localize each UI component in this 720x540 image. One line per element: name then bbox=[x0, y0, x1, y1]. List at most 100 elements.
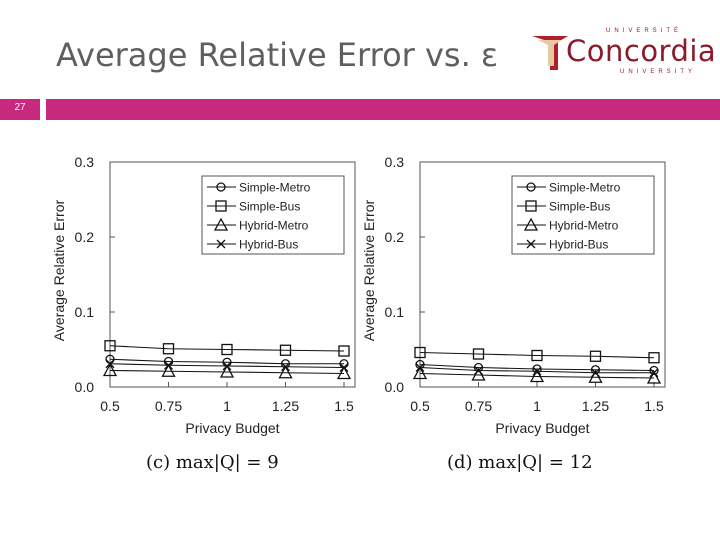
legend-marker bbox=[525, 200, 537, 212]
data-point bbox=[336, 366, 352, 380]
y-tick-label: 0.2 bbox=[385, 229, 405, 245]
data-point bbox=[591, 368, 600, 378]
data-point bbox=[219, 364, 235, 378]
x-tick-label: 1 bbox=[223, 398, 231, 414]
logo-bottom-text: UNIVERSITY bbox=[620, 69, 697, 75]
data-point bbox=[339, 363, 349, 372]
data-point bbox=[338, 345, 350, 357]
chart-c: 0.0 0.1 0.2 0.3 0.5 0.75 1 1.25 1.5 Privacy Budge… bbox=[51, 154, 356, 436]
data-point bbox=[588, 369, 603, 383]
legend-marker bbox=[216, 182, 226, 192]
x-tick-label: 1.5 bbox=[644, 398, 664, 414]
data-point bbox=[473, 362, 484, 373]
legend-label: Hybrid-Metro bbox=[239, 219, 309, 233]
data-point bbox=[281, 362, 290, 372]
data-point bbox=[589, 350, 602, 362]
y-tick-label: 0.3 bbox=[385, 154, 405, 170]
x-tick-label: 0.5 bbox=[410, 398, 430, 414]
data-point bbox=[648, 352, 660, 364]
plot-frame bbox=[109, 161, 356, 388]
data-point bbox=[412, 366, 428, 380]
data-point bbox=[104, 340, 116, 352]
x-tick-label: 1.25 bbox=[272, 398, 299, 414]
y-tick-label: 0.1 bbox=[385, 304, 405, 320]
slide-title: Average Relative Error vs. ε bbox=[56, 36, 499, 74]
series-simple-metro bbox=[415, 359, 659, 376]
slide-number-bar bbox=[0, 99, 40, 120]
data-point bbox=[474, 366, 483, 375]
data-point bbox=[105, 359, 115, 369]
legend-marker bbox=[216, 239, 226, 249]
data-point bbox=[278, 365, 293, 379]
data-point bbox=[279, 344, 292, 356]
slide-number: 27 bbox=[14, 102, 26, 113]
plot-frame bbox=[419, 161, 666, 388]
legend-marker bbox=[526, 182, 536, 192]
data-point bbox=[532, 364, 542, 374]
data-point bbox=[472, 348, 485, 360]
series-line bbox=[419, 351, 655, 359]
legend-marker bbox=[213, 217, 229, 231]
header-accent-bar bbox=[46, 99, 720, 120]
data-point bbox=[414, 346, 426, 359]
data-point bbox=[221, 343, 233, 356]
legend-box bbox=[511, 175, 655, 255]
series-hybrid-metro bbox=[412, 366, 662, 384]
y-tick-label: 0.0 bbox=[385, 379, 405, 395]
x-axis-label: Privacy Budget bbox=[495, 420, 589, 436]
series-simple-bus bbox=[104, 340, 350, 357]
y-tick-label: 0.2 bbox=[75, 229, 95, 245]
legend-label: Hybrid-Bus bbox=[549, 238, 608, 252]
legend-label: Simple-Metro bbox=[549, 181, 621, 195]
series-line bbox=[419, 372, 655, 379]
legend-label: Simple-Metro bbox=[239, 181, 311, 195]
series-hybrid-bus bbox=[415, 363, 659, 378]
legend-marker bbox=[526, 239, 536, 249]
data-point bbox=[102, 363, 118, 377]
logo-top-text: UNIVERSITÉ bbox=[605, 28, 682, 34]
x-tick-label: 1 bbox=[533, 398, 541, 414]
data-point bbox=[649, 368, 659, 378]
x-axis-label: Privacy Budget bbox=[185, 420, 279, 436]
legend-label: Hybrid-Bus bbox=[239, 238, 298, 252]
logo-name: Concordia bbox=[566, 34, 717, 68]
legend-marker bbox=[215, 200, 227, 212]
y-tick-label: 0.1 bbox=[75, 304, 95, 320]
series-simple-bus bbox=[414, 346, 660, 364]
legend-label: Simple-Bus bbox=[239, 200, 300, 214]
legend-box bbox=[201, 175, 345, 255]
series-line bbox=[419, 363, 655, 372]
data-point bbox=[222, 361, 232, 371]
data-point bbox=[529, 369, 545, 383]
data-point bbox=[532, 366, 542, 376]
series-hybrid-bus bbox=[105, 359, 349, 372]
y-tick-label: 0.0 bbox=[75, 379, 95, 395]
y-axis-label: Average Relative Error bbox=[51, 199, 67, 341]
data-point bbox=[164, 360, 173, 370]
data-point bbox=[162, 343, 175, 355]
data-point bbox=[646, 370, 662, 384]
series-line bbox=[109, 345, 345, 352]
legend-label: Hybrid-Metro bbox=[549, 219, 619, 233]
x-tick-label: 0.5 bbox=[100, 398, 120, 414]
data-point bbox=[531, 349, 543, 362]
data-point bbox=[415, 363, 425, 372]
chart-caption-c: (c) max|Q| = 9 bbox=[146, 452, 279, 473]
data-point bbox=[590, 365, 601, 375]
chart-d: 0.0 0.1 0.2 0.3 0.5 0.75 1 1.25 1.5 Privacy Budge… bbox=[361, 154, 666, 436]
chart-caption-d: (d) max|Q| = 12 bbox=[447, 452, 593, 473]
x-tick-label: 0.75 bbox=[155, 398, 182, 414]
x-tick-label: 1.5 bbox=[334, 398, 354, 414]
y-axis-label: Average Relative Error bbox=[361, 199, 377, 341]
legend-label: Simple-Bus bbox=[549, 200, 610, 214]
legend-marker bbox=[523, 217, 539, 231]
x-tick-label: 1.25 bbox=[582, 398, 609, 414]
data-point bbox=[649, 365, 659, 376]
series-hybrid-metro bbox=[102, 363, 352, 380]
x-tick-label: 0.75 bbox=[465, 398, 492, 414]
series-line bbox=[109, 369, 345, 375]
series-line bbox=[109, 358, 344, 365]
data-point bbox=[471, 367, 486, 381]
data-point bbox=[161, 363, 176, 377]
y-tick-label: 0.3 bbox=[75, 154, 95, 170]
